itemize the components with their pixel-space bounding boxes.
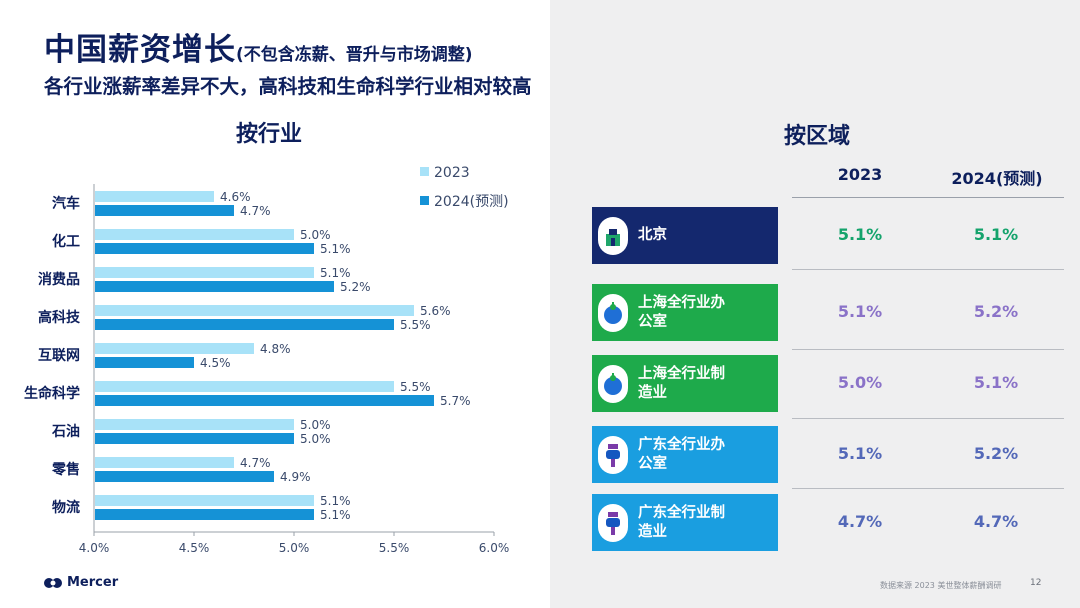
- category-label: 物流: [52, 499, 80, 516]
- table-row-divider: [792, 418, 1064, 419]
- canton-tower-icon: [598, 503, 628, 542]
- bar-2023: [95, 267, 314, 278]
- bar-2023: [95, 191, 214, 202]
- bar-2023: [95, 495, 314, 506]
- bar-2024: [95, 205, 234, 216]
- category-label: 零售: [51, 461, 80, 478]
- bar-2023: [95, 343, 254, 354]
- data-label: 5.0%: [300, 228, 331, 242]
- footer-source: 数据来源 2023 美世整体薪酬调研: [880, 581, 1002, 590]
- category-label: 汽车: [52, 195, 80, 212]
- bar-2024: [95, 319, 394, 330]
- bar-2024: [95, 471, 274, 482]
- x-tick-label: 4.5%: [179, 541, 210, 555]
- x-tick-label: 6.0%: [479, 541, 510, 555]
- value-2023: 5.1%: [837, 444, 883, 463]
- value-2023: 5.0%: [837, 373, 883, 392]
- region-label: 上海全行业办公室: [638, 294, 725, 330]
- data-label: 4.8%: [260, 342, 291, 356]
- data-label: 5.1%: [320, 494, 351, 508]
- mercer-logo: Mercer: [44, 575, 118, 590]
- bar-2024: [95, 243, 314, 254]
- page-subtitle: 各行业涨薪率差异不大，高科技和生命科学行业相对较高: [44, 75, 532, 98]
- data-label: 5.0%: [300, 418, 331, 432]
- data-label: 4.7%: [240, 456, 271, 470]
- data-label: 5.2%: [340, 280, 371, 294]
- data-label: 4.6%: [220, 190, 251, 204]
- region-box: 上海全行业制造业: [592, 355, 778, 412]
- value-2024: 4.7%: [973, 512, 1019, 531]
- region-box: 北京: [592, 207, 778, 264]
- bar-2023: [95, 229, 294, 240]
- region-box: 上海全行业办公室: [592, 284, 778, 341]
- category-label: 消费品: [38, 271, 80, 288]
- table-row-divider: [792, 269, 1064, 270]
- bar-2024: [95, 395, 434, 406]
- data-label: 5.1%: [320, 242, 351, 256]
- category-label: 化工: [52, 233, 80, 250]
- value-2023: 5.1%: [837, 225, 883, 244]
- bar-2024: [95, 509, 314, 520]
- bar-2023: [95, 305, 414, 316]
- value-2024: 5.1%: [973, 225, 1019, 244]
- column-header-2023: 2023: [837, 165, 883, 184]
- data-label: 5.5%: [400, 318, 431, 332]
- data-label: 4.7%: [240, 204, 271, 218]
- table-row-divider: [792, 488, 1064, 489]
- bar-2024: [95, 433, 294, 444]
- data-label: 5.0%: [300, 432, 331, 446]
- value-2023: 5.1%: [837, 302, 883, 321]
- x-tick-label: 5.0%: [279, 541, 310, 555]
- category-label: 互联网: [38, 348, 80, 364]
- data-label: 5.5%: [400, 380, 431, 394]
- bar-2023: [95, 457, 234, 468]
- x-tick-label: 4.0%: [79, 541, 110, 555]
- data-label: 5.1%: [320, 266, 351, 280]
- data-label: 4.9%: [280, 470, 311, 484]
- bar-2024: [95, 357, 194, 368]
- region-label: 上海全行业制造业: [638, 365, 725, 401]
- mercer-logo-icon: [44, 577, 62, 588]
- region-label: 北京: [638, 227, 667, 243]
- value-2023: 4.7%: [837, 512, 883, 531]
- page-title: 中国薪资增长(不包含冻薪、晋升与市场调整): [44, 32, 473, 68]
- page-number: 12: [1030, 578, 1042, 588]
- industry-section-title: 按行业: [236, 122, 303, 147]
- region-section-title: 按区域: [784, 124, 851, 149]
- bar-2024: [95, 281, 334, 292]
- bar-2023: [95, 381, 394, 392]
- canton-tower-icon: [598, 435, 628, 474]
- region-label: 广东全行业制造业: [638, 504, 725, 540]
- beijing-landmark-icon: [598, 216, 628, 255]
- category-label: 生命科学: [24, 385, 80, 402]
- value-2024: 5.2%: [973, 302, 1019, 321]
- data-label: 4.5%: [200, 356, 231, 370]
- value-2024: 5.2%: [973, 444, 1019, 463]
- page-title-note: (不包含冻薪、晋升与市场调整): [236, 45, 473, 65]
- shanghai-tower-icon: [598, 364, 628, 403]
- legend-label: 2024(预测): [434, 194, 509, 210]
- legend-label: 2023: [434, 165, 470, 181]
- value-2024: 5.1%: [973, 373, 1019, 392]
- legend-swatch: [420, 167, 429, 176]
- region-box: 广东全行业制造业: [592, 494, 778, 551]
- category-label: 石油: [51, 423, 80, 440]
- table-row-divider: [792, 349, 1064, 350]
- category-label: 高科技: [38, 309, 81, 326]
- region-label: 广东全行业办公室: [638, 436, 725, 472]
- shanghai-tower-icon: [598, 293, 628, 332]
- legend-swatch: [420, 196, 429, 205]
- data-label: 5.6%: [420, 304, 451, 318]
- region-box: 广东全行业办公室: [592, 426, 778, 483]
- table-header-divider: [792, 197, 1064, 198]
- data-label: 5.1%: [320, 508, 351, 522]
- data-label: 5.7%: [440, 394, 471, 408]
- x-tick-label: 5.5%: [379, 541, 410, 555]
- column-header-2024: 2024(预测): [951, 169, 1043, 188]
- bar-2023: [95, 419, 294, 430]
- industry-bar-chart: 4.0% 4.5% 5.0% 5.5% 6.0%汽车 4.6%4.7%化工 5.0%5.1%…: [24, 165, 510, 555]
